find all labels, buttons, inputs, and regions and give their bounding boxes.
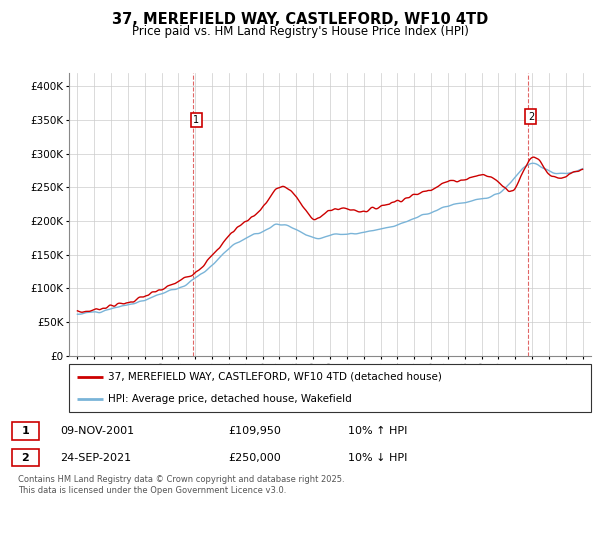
Text: 1: 1: [22, 426, 29, 436]
Text: 2: 2: [22, 452, 29, 463]
Text: 37, MEREFIELD WAY, CASTLEFORD, WF10 4TD (detached house): 37, MEREFIELD WAY, CASTLEFORD, WF10 4TD …: [108, 372, 442, 382]
Text: 1: 1: [193, 115, 199, 125]
Text: 10% ↑ HPI: 10% ↑ HPI: [348, 426, 407, 436]
Text: Price paid vs. HM Land Registry's House Price Index (HPI): Price paid vs. HM Land Registry's House …: [131, 25, 469, 38]
FancyBboxPatch shape: [69, 364, 591, 412]
Text: HPI: Average price, detached house, Wakefield: HPI: Average price, detached house, Wake…: [108, 394, 352, 404]
Text: 24-SEP-2021: 24-SEP-2021: [60, 452, 131, 463]
Text: £250,000: £250,000: [228, 452, 281, 463]
Text: 2: 2: [528, 111, 534, 122]
Text: 37, MEREFIELD WAY, CASTLEFORD, WF10 4TD: 37, MEREFIELD WAY, CASTLEFORD, WF10 4TD: [112, 12, 488, 27]
Text: £109,950: £109,950: [228, 426, 281, 436]
Text: 09-NOV-2001: 09-NOV-2001: [60, 426, 134, 436]
Text: 10% ↓ HPI: 10% ↓ HPI: [348, 452, 407, 463]
Text: Contains HM Land Registry data © Crown copyright and database right 2025.
This d: Contains HM Land Registry data © Crown c…: [18, 475, 344, 495]
